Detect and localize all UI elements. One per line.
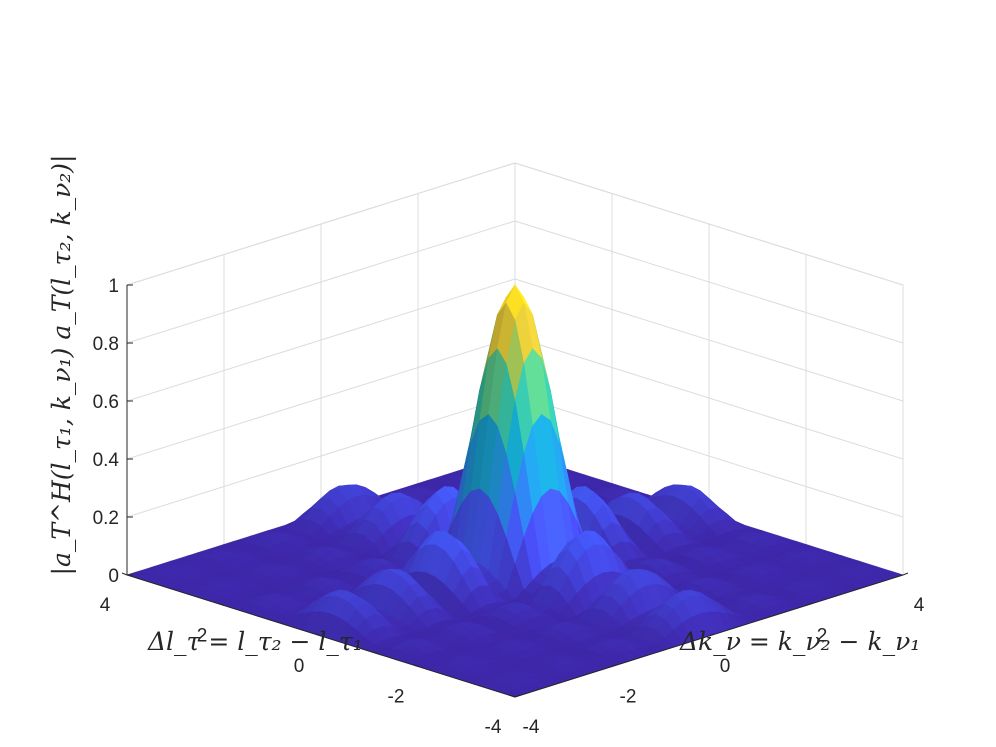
wall-grid-line-z: [514, 394, 904, 518]
wall-grid-line-z: [126, 220, 516, 344]
y-tick-label: 0: [294, 656, 305, 677]
wall-grid-line-z: [514, 278, 904, 402]
z-axis-label: |a_T^H(l_τ₁, k_ν₁) a_T(l_τ₂, k_ν₂)|: [47, 155, 77, 576]
z-tick-label: 0.4: [93, 450, 120, 471]
y-tick-mark: [121, 572, 128, 576]
x-tick-mark: [805, 603, 812, 606]
x-tick-label: 4: [914, 595, 925, 616]
wall-grid-line-z: [514, 220, 904, 344]
y-tick-label: -2: [388, 687, 405, 708]
z-tick-label: 0.2: [93, 508, 119, 529]
x-tick-mark: [611, 664, 618, 667]
x-tick-label: 0: [720, 656, 731, 677]
wall-grid-line-z: [126, 336, 516, 460]
x-axis-label: Δk_ν = k_ν₂ − k_ν₁: [679, 627, 920, 656]
y-tick-label: -4: [485, 717, 502, 738]
wall-grid-line-z: [514, 162, 904, 286]
wall-grid-line-z: [126, 394, 516, 518]
x-tick-mark: [708, 633, 715, 637]
z-tick-label: 0: [108, 566, 119, 587]
x-tick-label: -2: [620, 687, 637, 708]
surface-mesh: [126, 284, 904, 698]
z-tick-label: 0.8: [93, 334, 119, 355]
tick-labels: -4 -2 0 2 4 -4 -2 0 2 4 0 0.2 0.4 0.6 0.8 1: [93, 276, 925, 738]
y-tick-label: 2: [197, 626, 208, 647]
y-tick-mark: [509, 694, 516, 698]
y-axis-label: Δl_τ = l_τ₂ − l_τ₁: [147, 627, 363, 656]
x-tick-mark: [514, 694, 521, 698]
y-tick-mark: [412, 664, 419, 667]
z-tick-label: 0.6: [93, 392, 119, 413]
axis-lines: [121, 284, 909, 698]
y-tick-label: 4: [100, 595, 111, 616]
wall-grid-line-z: [514, 336, 904, 460]
x-tick-mark: [902, 572, 909, 576]
y-tick-mark: [315, 633, 322, 637]
wall-grid-line-z: [126, 162, 516, 286]
z-tick-label: 1: [108, 276, 119, 297]
y-tick-mark: [218, 603, 225, 606]
x-tick-label: 2: [817, 626, 828, 647]
x-tick-label: -4: [523, 717, 540, 738]
wall-grid-line-z: [126, 278, 516, 402]
